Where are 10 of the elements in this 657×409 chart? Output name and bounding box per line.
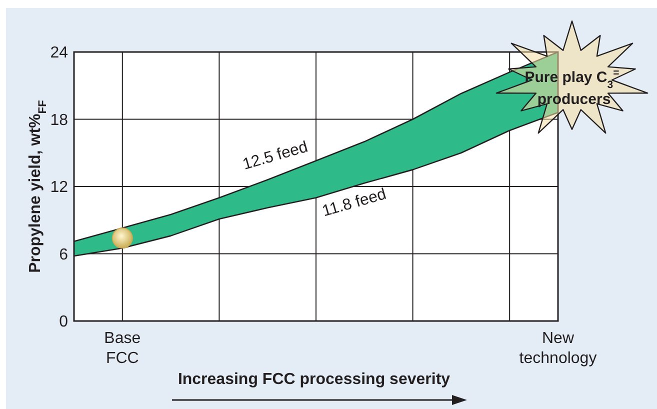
x-tick-label: New technology bbox=[519, 330, 597, 367]
y-tick-label: 0 bbox=[59, 314, 68, 331]
x-axis-title: Increasing FCC processing severity bbox=[178, 371, 450, 388]
y-tick-label: 6 bbox=[59, 246, 68, 264]
y-tick-label: 24 bbox=[50, 44, 68, 62]
y-tick-label: 12 bbox=[50, 179, 68, 196]
y-tick-label: 18 bbox=[50, 112, 68, 129]
text: 12.5 feed bbox=[240, 138, 310, 174]
x-tick-label: Base FCC bbox=[104, 330, 141, 367]
text: 11.8 feed bbox=[320, 186, 388, 220]
